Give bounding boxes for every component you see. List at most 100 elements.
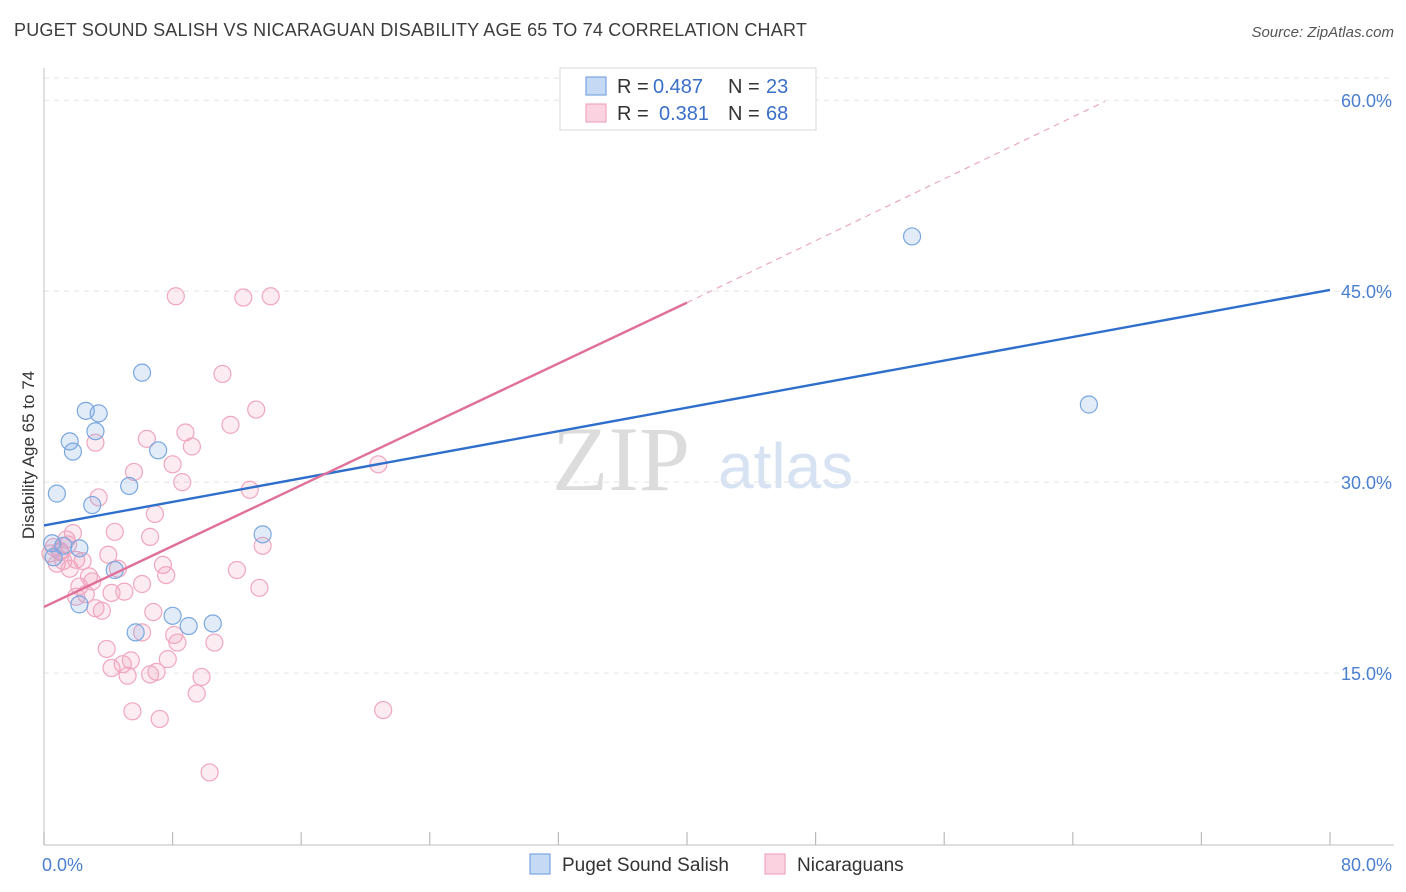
nicaraguan-point-38 [157,565,176,585]
salish-point-7 [89,404,108,423]
y-tick-label-1: 30.0% [1341,473,1392,493]
watermark: ZIP atlas [552,408,853,510]
nicaraguan-point-32 [144,602,163,622]
nicaraguan-point-46 [187,684,206,703]
salish-point-20 [902,227,922,246]
bottom-legend-swatch-nicaraguans [764,853,786,875]
nicaraguan-point-29 [132,574,152,594]
bottom-legend-salish: Puget Sound Salish [562,855,729,876]
nicaraguan-point-33 [145,504,165,524]
x-tick-label-1: 80.0% [1341,855,1392,875]
legend-r-value-2: 0.381 [659,103,709,125]
legend-swatch-nicaraguans [585,103,607,123]
x-axis-tick-labels: 0.0% 80.0% [42,855,1392,875]
nicaraguan-point-59 [374,700,393,720]
nicaraguan-point-55 [250,578,269,597]
nicaraguan-point-30 [137,429,156,448]
nicaraguan-point-57 [261,287,280,306]
nicaraguan-point-66 [192,667,211,687]
nicaraguan-point-22 [102,658,121,678]
salish-point-16 [163,606,182,625]
y-tick-label-3: 60.0% [1341,91,1392,111]
y-tick-label-0: 15.0% [1341,664,1392,684]
nicaraguan-point-26 [124,462,144,482]
legend-r-label-1: R = [617,76,649,98]
y-tick-label-2: 45.0% [1341,282,1392,302]
nicaraguan-point-24 [118,666,137,685]
salish-point-9 [70,595,89,614]
nicaraguan-point-47 [200,763,219,782]
bottom-legend: Puget Sound Salish Nicaraguans [529,853,904,876]
salish-point-18 [203,614,222,633]
nicaraguan-point-19 [105,522,124,541]
grid-lines [44,77,1394,674]
salish-point-10 [83,495,102,515]
nicaraguan-trend-extension [686,100,1106,304]
nicaraguan-point-48 [205,633,224,652]
salish-point-3 [60,432,79,451]
axes [43,68,1394,846]
legend-n-label-2: N = [728,103,760,125]
bottom-legend-swatch-salish [529,853,551,875]
nicaraguan-point-31 [140,527,160,546]
nicaraguan-point-50 [221,415,240,434]
bottom-legend-nicaraguans: Nicaraguans [797,855,904,876]
y-axis-label: Disability Age 65 to 74 [19,371,38,539]
nicaraguan-point-40 [163,455,182,474]
nicaraguan-point-42 [168,633,187,652]
nicaraguan-point-37 [153,555,173,575]
top-legend: R = 0.487 N = 23 R = 0.381 N = 68 [559,67,817,131]
nicaraguan-point-8 [67,550,86,569]
salish-point-0 [42,534,62,553]
salish-point-14 [149,441,168,460]
nicaraguan-point-43 [173,473,192,492]
x-tick-label-0: 0.0% [42,855,83,875]
data-points [41,103,1098,782]
nicaraguan-point-15 [89,488,108,507]
nicaraguan-point-21 [97,639,116,659]
salish-point-4 [63,442,83,461]
watermark-atlas: atlas [718,430,853,502]
salish-point-21 [1079,395,1098,414]
legend-swatch-salish [585,76,607,96]
trend-lines [43,100,1331,609]
nicaraguan-point-18 [102,583,121,603]
nicaraguan-point-49 [213,364,232,384]
chart-title: PUGET SOUND SALISH VS NICARAGUAN DISABIL… [14,20,808,40]
salish-point-22 [44,548,63,567]
nicaraguan-point-52 [234,288,253,307]
nicaraguan-point-39 [158,650,177,669]
nicaraguan-trend-line [43,301,688,609]
legend-r-value-1: 0.487 [653,76,703,98]
nicaraguan-point-25 [121,651,140,670]
nicaraguan-point-7 [63,523,83,543]
salish-point-13 [132,363,152,382]
source-label: Source: ZipAtlas.com [1251,24,1394,41]
nicaraguan-point-61 [166,287,185,306]
legend-n-value-2: 68 [766,103,788,125]
nicaraguan-point-54 [247,400,266,419]
legend-n-value-1: 23 [766,76,788,98]
nicaraguan-point-64 [92,601,111,620]
salish-point-6 [86,422,105,441]
salish-point-12 [120,476,139,496]
y-axis-tick-labels: 15.0% 30.0% 45.0% 60.0% [1341,91,1392,684]
salish-point-19 [253,525,272,544]
salish-point-15 [126,623,145,642]
salish-point-2 [47,484,66,503]
legend-n-label-1: N = [728,76,760,98]
watermark-zip: ZIP [552,408,690,510]
nicaraguan-point-51 [227,560,246,580]
nicaraguan-point-45 [182,437,201,456]
salish-point-8 [70,539,89,558]
nicaraguan-point-65 [115,582,134,601]
nicaraguan-point-35 [147,662,166,681]
legend-r-label-2: R = [617,103,649,125]
nicaraguan-point-17 [99,545,118,564]
salish-trend-line [43,288,1331,527]
nicaraguan-point-27 [123,702,142,721]
salish-point-17 [179,616,198,636]
nicaraguan-point-28 [132,623,152,642]
nicaraguan-point-36 [150,709,169,729]
